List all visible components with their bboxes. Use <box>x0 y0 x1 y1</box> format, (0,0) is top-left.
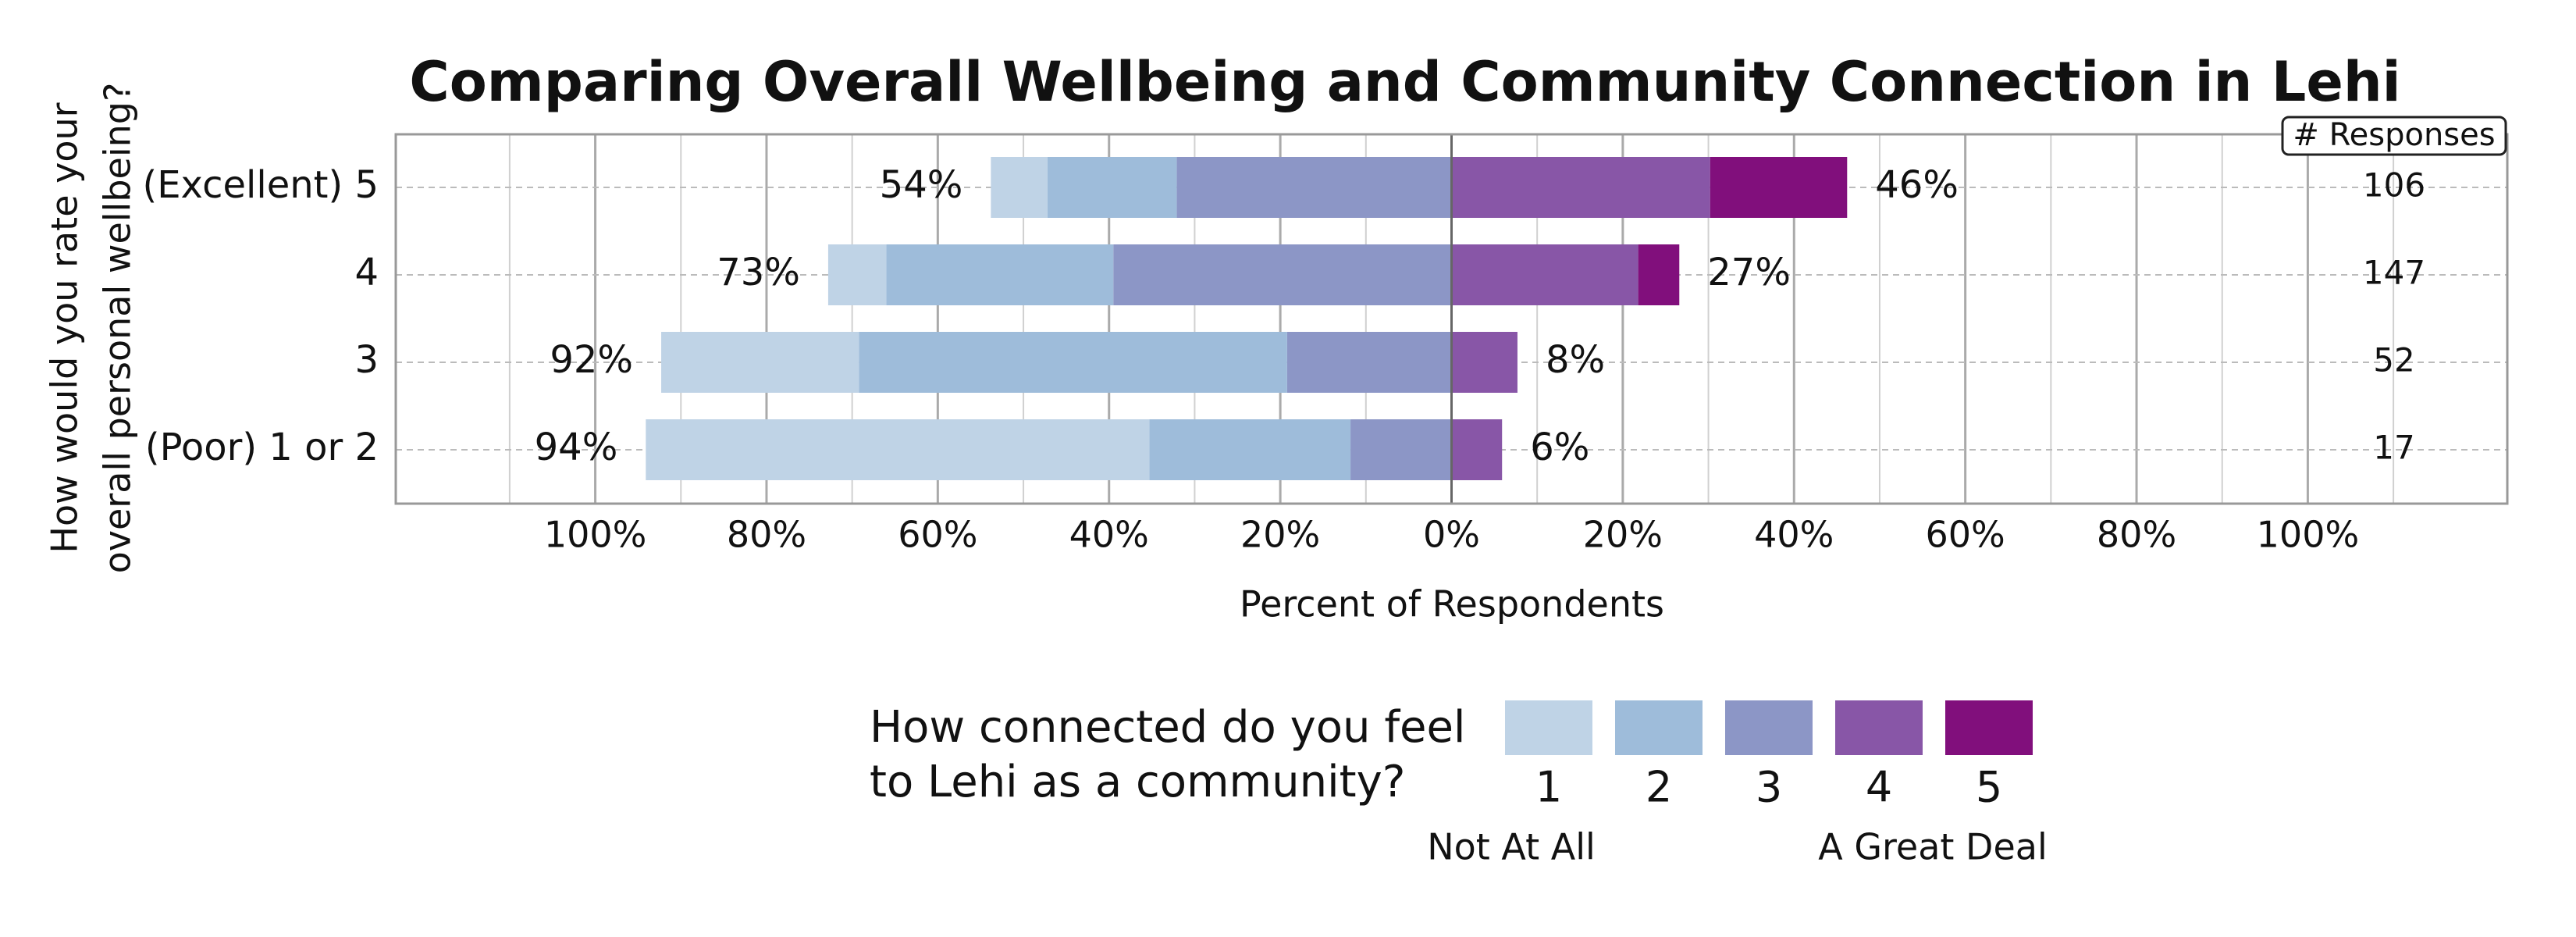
bar-segment <box>661 332 859 393</box>
bar-segment <box>1176 157 1452 218</box>
x-tick-label: 100% <box>544 514 647 556</box>
x-tick-label: 80% <box>727 514 806 556</box>
legend-label: 2 <box>1646 763 1672 812</box>
y-tick-label: (Excellent) 5 <box>142 163 379 207</box>
y-tick-label: (Poor) 1 or 2 <box>145 426 379 469</box>
x-tick-label: 80% <box>2097 514 2176 556</box>
response-count: 17 <box>2373 429 2414 467</box>
bar-segment <box>827 244 887 305</box>
bar-segment <box>1286 332 1452 393</box>
total-label: 27% <box>1707 251 1791 294</box>
bar-segment <box>646 419 1150 480</box>
x-tick-label: 20% <box>1240 514 1320 556</box>
legend-swatch <box>1945 700 2033 755</box>
legend-title: How connected do you feel <box>870 702 1466 753</box>
y-tick-label: 3 <box>354 338 379 382</box>
legend-low: Not At All <box>1427 826 1596 868</box>
x-tick-label: 100% <box>2257 514 2360 556</box>
total-label: 46% <box>1875 163 1959 207</box>
bar-segment <box>1451 332 1517 393</box>
bar-segment <box>1638 244 1680 305</box>
bar-segment <box>1350 419 1452 480</box>
x-tick-label: 60% <box>898 514 977 556</box>
legend-label: 1 <box>1535 763 1562 812</box>
bar-segment <box>886 244 1114 305</box>
bar-segment <box>859 332 1287 393</box>
bar-segment <box>1047 157 1177 218</box>
legend-high: A Great Deal <box>1818 826 2047 868</box>
bar-segment <box>1710 157 1848 218</box>
bar-segment <box>1451 419 1503 480</box>
legend-swatch <box>1725 700 1813 755</box>
x-tick-label: 0% <box>1423 514 1480 556</box>
legend-label: 4 <box>1866 763 1892 812</box>
x-tick-label: 40% <box>1754 514 1834 556</box>
chart-title: Comparing Overall Wellbeing and Communit… <box>409 50 2400 114</box>
response-count: 52 <box>2373 341 2414 379</box>
x-axis-label: Percent of Respondents <box>1240 583 1664 625</box>
total-label: 8% <box>1546 338 1605 382</box>
total-label: 94% <box>535 426 618 469</box>
y-axis-label: How would you rate your overall personal… <box>44 83 139 574</box>
bar-segment <box>1451 157 1710 218</box>
bar-segment <box>1149 419 1351 480</box>
legend-swatch <box>1505 700 1592 755</box>
bar-segment <box>1451 244 1638 305</box>
legend-title: to Lehi as a community? <box>870 757 1405 807</box>
legend-label: 5 <box>1976 763 2002 812</box>
bar-segment <box>991 157 1048 218</box>
legend-swatch <box>1835 700 1923 755</box>
responses-header: # Responses <box>2293 117 2495 153</box>
total-label: 6% <box>1530 426 1589 469</box>
y-tick-label: 4 <box>354 251 379 294</box>
response-count: 106 <box>2363 166 2425 205</box>
x-tick-label: 40% <box>1069 514 1149 556</box>
responses-header-box <box>2281 116 2507 156</box>
x-tick-label: 60% <box>1926 514 2005 556</box>
legend-label: 3 <box>1756 763 1782 812</box>
x-tick-label: 20% <box>1583 514 1663 556</box>
bar-segment <box>1113 244 1452 305</box>
y-axis-label-line: How would you rate your <box>44 102 86 553</box>
total-label: 92% <box>550 338 633 382</box>
total-label: 73% <box>717 251 800 294</box>
total-label: 54% <box>880 163 963 207</box>
plot-frame <box>394 133 2509 505</box>
y-axis-label-line: overall personal wellbeing? <box>97 83 139 574</box>
response-count: 147 <box>2363 254 2425 292</box>
legend-swatch <box>1615 700 1703 755</box>
